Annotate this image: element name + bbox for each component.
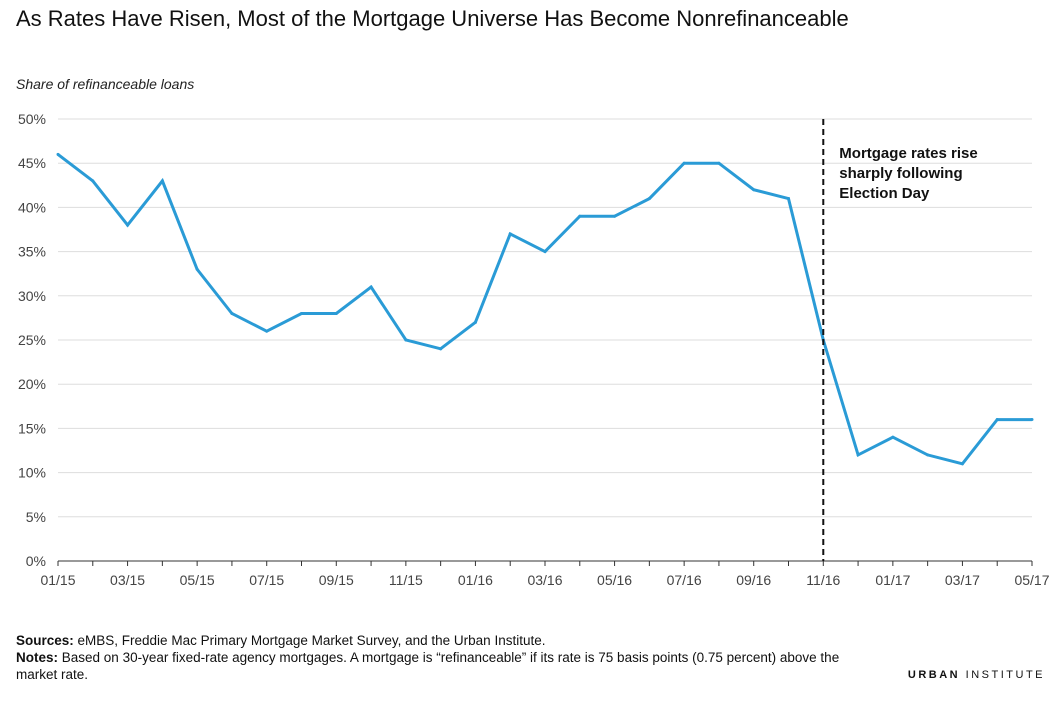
annotation-text: Mortgage rates rise [839, 145, 977, 162]
x-tick-label: 03/17 [945, 572, 980, 588]
data-point [960, 462, 964, 466]
urban-institute-logo: URBAN INSTITUTE [907, 669, 1045, 681]
data-point [995, 418, 999, 422]
data-point [508, 232, 512, 236]
x-tick-label: 07/16 [667, 572, 702, 588]
data-point [230, 311, 234, 315]
data-point [682, 161, 686, 165]
y-tick-label: 20% [18, 376, 46, 392]
data-point [926, 453, 930, 457]
data-point [1030, 418, 1034, 422]
chart-title: As Rates Have Risen, Most of the Mortgag… [16, 6, 849, 31]
notes-text: Based on 30-year fixed-rate agency mortg… [16, 650, 840, 682]
chart-footer: Sources: eMBS, Freddie Mac Primary Mortg… [16, 632, 846, 683]
data-point [160, 179, 164, 183]
y-tick-label: 5% [26, 509, 46, 525]
x-tick-label: 11/16 [806, 572, 840, 588]
y-tick-label: 30% [18, 288, 46, 304]
y-axis-ticks: 0% 5% 10% 15% 20% 25% 30% 35% 40% 45% 50% [18, 111, 46, 569]
x-tick-label: 05/17 [1014, 572, 1049, 588]
x-tick-label: 01/17 [875, 572, 910, 588]
y-tick-label: 50% [18, 111, 46, 127]
notes-label: Notes: [16, 650, 59, 665]
y-tick-label: 40% [18, 199, 46, 215]
data-point [56, 152, 60, 156]
data-point [334, 311, 338, 315]
y-tick-label: 15% [18, 420, 46, 436]
x-tick-label: 09/16 [736, 572, 771, 588]
data-point [856, 453, 860, 457]
x-tick-label: 05/15 [180, 572, 215, 588]
data-point [126, 223, 130, 227]
data-point [369, 285, 373, 289]
x-tick-label: 05/16 [597, 572, 632, 588]
x-tick-label: 07/15 [249, 572, 284, 588]
data-point [473, 320, 477, 324]
y-axis-label: Share of refinanceable loans [16, 76, 195, 92]
y-tick-label: 25% [18, 332, 46, 348]
y-tick-label: 35% [18, 244, 46, 260]
y-tick-label: 10% [18, 465, 46, 481]
data-point [195, 267, 199, 271]
y-tick-label: 0% [26, 553, 46, 569]
y-tick-label: 45% [18, 155, 46, 171]
annotation: Mortgage rates rise sharply following Elec… [822, 119, 978, 561]
sources-line: Sources: eMBS, Freddie Mac Primary Mortg… [16, 632, 846, 649]
sources-label: Sources: [16, 633, 74, 648]
data-point [91, 179, 95, 183]
data-point [717, 161, 721, 165]
data-point [439, 347, 443, 351]
annotation-text: Election Day [839, 185, 930, 202]
data-point [265, 329, 269, 333]
sources-text: eMBS, Freddie Mac Primary Mortgage Marke… [73, 633, 546, 648]
line-chart: 0% 5% 10% 15% 20% 25% 30% 35% 40% 45% 50% 01/15 03/… [18, 111, 1050, 588]
notes-line: Notes: Based on 30-year fixed-rate agenc… [16, 649, 846, 683]
x-tick-label: 11/15 [389, 572, 423, 588]
data-point [752, 188, 756, 192]
x-tick-label: 03/15 [110, 572, 145, 588]
data-point [404, 338, 408, 342]
data-point [787, 197, 790, 201]
x-axis: 01/15 03/15 05/15 07/15 09/15 11/15 01/16 03/16… [40, 560, 1050, 588]
x-tick-label: 01/15 [40, 572, 75, 588]
x-tick-label: 01/16 [458, 572, 493, 588]
x-tick-label: 03/16 [527, 572, 562, 588]
data-point [578, 214, 582, 218]
data-point [300, 311, 303, 315]
annotation-text: sharply following [839, 165, 962, 182]
data-point [543, 250, 547, 254]
data-point [891, 435, 895, 439]
x-tick-label: 09/15 [319, 572, 354, 588]
data-point [647, 197, 651, 201]
data-point [613, 214, 617, 218]
